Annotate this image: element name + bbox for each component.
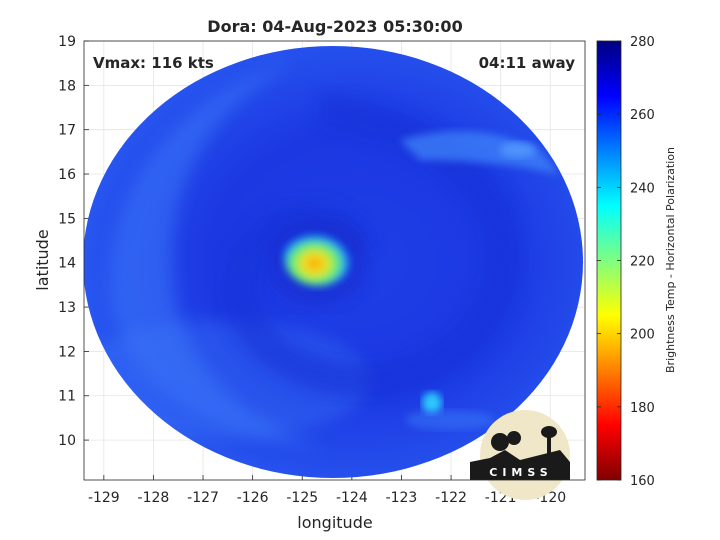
y-tick-label: 16 [58,167,76,183]
right-cell [500,142,536,158]
spiral-band [222,93,520,397]
eye-core [284,230,352,286]
colorbar-tick-label: 240 [630,181,655,196]
swath-heatmap [84,46,583,478]
x-tick-label: -125 [286,490,318,506]
y-tick-label: 18 [58,78,76,94]
colorbar: 160 180 200 220 240 260 280 Brightness Temp - … [596,35,677,489]
y-tick-label: 14 [58,256,76,272]
time-away-annotation: 04:11 away [479,54,576,72]
vmax-annotation: Vmax: 116 kts [93,54,214,72]
x-axis-label: longitude [297,513,372,532]
x-tick-label: -126 [237,490,269,506]
colorbar-tick-label: 200 [630,328,655,343]
colorbar-tick-label: 280 [630,35,655,50]
x-tick-label: -127 [187,490,219,506]
colorbar-ticks: 160 180 200 220 240 260 280 [597,35,655,489]
y-tick-label: 19 [58,34,76,50]
y-tick-label: 13 [58,300,76,316]
x-tick-label: -129 [88,490,120,506]
y-tick-label: 15 [58,211,76,227]
y-tick-label: 10 [58,433,76,449]
axes-box [83,40,586,481]
colorbar-label: Brightness Temp - Horizontal Polarizatio… [664,147,677,373]
y-tick-label: 17 [58,123,76,139]
x-tick-label: -122 [435,490,467,506]
logo-text: CIMSS [489,466,552,479]
colorbar-tick-label: 160 [630,474,655,489]
y-tick-label: 11 [58,389,76,405]
colorbar-tick-label: 260 [630,108,655,123]
x-tick-label: -124 [336,490,368,506]
x-tick-label: -123 [386,490,418,506]
chart-title: Dora: 04-Aug-2023 05:30:00 [207,17,462,36]
y-axis-label: latitude [33,229,52,290]
x-tick-label: -128 [138,490,170,506]
lower-right-cell [422,392,442,414]
colorbar-tick-label: 180 [630,401,655,416]
cimss-logo: CIMSS [470,410,570,500]
colorbar-tick-label: 220 [630,255,655,270]
lower-right-streak [405,410,495,430]
y-tick-label: 12 [58,344,76,360]
